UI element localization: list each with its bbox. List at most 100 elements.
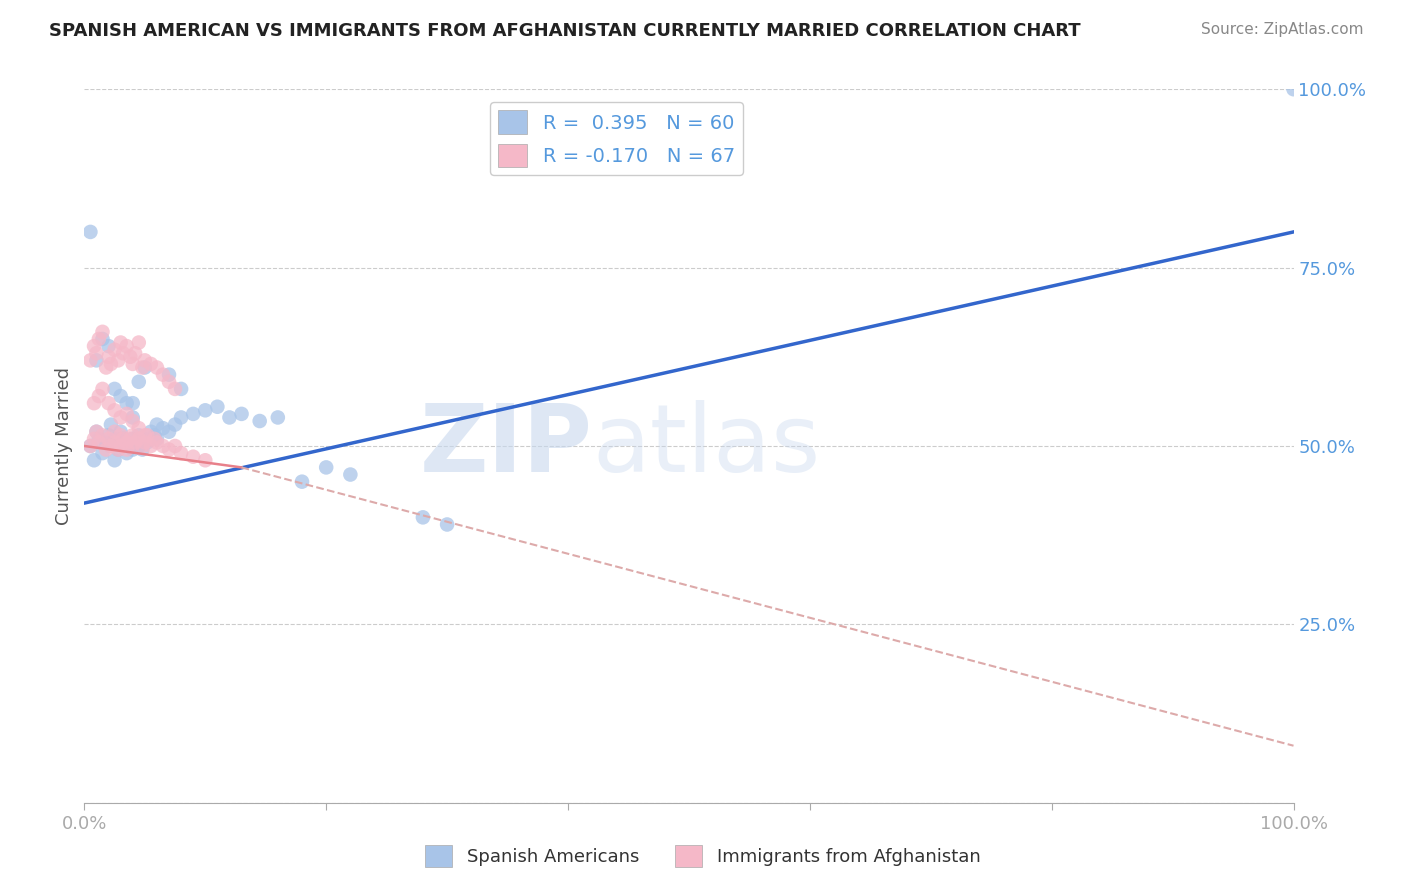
Point bbox=[91, 382, 114, 396]
Point bbox=[157, 368, 180, 382]
Point bbox=[112, 432, 135, 446]
Point bbox=[146, 360, 169, 375]
Point bbox=[136, 428, 159, 442]
Point bbox=[110, 335, 132, 350]
Point bbox=[339, 467, 361, 482]
Legend: R =  0.395   N = 60, R = -0.170   N = 67: R = 0.395 N = 60, R = -0.170 N = 67 bbox=[491, 103, 742, 175]
Point bbox=[139, 357, 162, 371]
Point bbox=[112, 432, 135, 446]
Point bbox=[115, 435, 138, 450]
Point bbox=[115, 435, 138, 450]
Point bbox=[315, 460, 337, 475]
Point bbox=[115, 407, 138, 421]
Point bbox=[121, 410, 143, 425]
Point bbox=[110, 410, 132, 425]
Point bbox=[94, 442, 117, 457]
Point bbox=[121, 357, 143, 371]
Point bbox=[94, 435, 117, 450]
Point bbox=[91, 332, 114, 346]
Point bbox=[104, 453, 127, 467]
Point bbox=[152, 368, 174, 382]
Point bbox=[165, 382, 187, 396]
Point bbox=[146, 432, 169, 446]
Point bbox=[87, 389, 110, 403]
Legend: Spanish Americans, Immigrants from Afghanistan: Spanish Americans, Immigrants from Afgha… bbox=[418, 838, 988, 874]
Point bbox=[134, 353, 156, 368]
Point bbox=[87, 332, 110, 346]
Point bbox=[112, 346, 135, 360]
Point bbox=[83, 396, 105, 410]
Point bbox=[1282, 82, 1305, 96]
Point bbox=[100, 357, 122, 371]
Point bbox=[115, 396, 138, 410]
Point bbox=[91, 428, 114, 442]
Point bbox=[79, 439, 101, 453]
Point bbox=[128, 421, 150, 435]
Point bbox=[143, 428, 166, 442]
Point bbox=[107, 353, 129, 368]
Point bbox=[249, 414, 271, 428]
Point bbox=[97, 350, 120, 364]
Point bbox=[83, 339, 105, 353]
Point bbox=[115, 446, 138, 460]
Point bbox=[207, 400, 229, 414]
Point bbox=[110, 425, 132, 439]
Point bbox=[139, 439, 162, 453]
Point bbox=[100, 439, 122, 453]
Point bbox=[139, 425, 162, 439]
Point bbox=[121, 428, 143, 442]
Point bbox=[83, 432, 105, 446]
Point bbox=[170, 410, 193, 425]
Point bbox=[128, 335, 150, 350]
Point bbox=[152, 421, 174, 435]
Point bbox=[134, 360, 156, 375]
Point bbox=[110, 428, 132, 442]
Point bbox=[104, 425, 127, 439]
Point bbox=[194, 453, 217, 467]
Point bbox=[143, 432, 166, 446]
Point bbox=[121, 396, 143, 410]
Point bbox=[91, 325, 114, 339]
Point bbox=[165, 417, 187, 432]
Point bbox=[157, 425, 180, 439]
Point bbox=[124, 435, 146, 450]
Point bbox=[194, 403, 217, 417]
Y-axis label: Currently Married: Currently Married bbox=[55, 367, 73, 525]
Point bbox=[97, 428, 120, 442]
Point bbox=[218, 410, 240, 425]
Point bbox=[128, 439, 150, 453]
Point bbox=[100, 417, 122, 432]
Point bbox=[134, 432, 156, 446]
Text: ZIP: ZIP bbox=[419, 400, 592, 492]
Point bbox=[412, 510, 434, 524]
Point bbox=[157, 375, 180, 389]
Point bbox=[104, 403, 127, 417]
Point bbox=[79, 353, 101, 368]
Point bbox=[104, 435, 127, 450]
Text: atlas: atlas bbox=[592, 400, 821, 492]
Point bbox=[79, 439, 101, 453]
Point bbox=[120, 350, 142, 364]
Point bbox=[120, 439, 142, 453]
Text: Source: ZipAtlas.com: Source: ZipAtlas.com bbox=[1201, 22, 1364, 37]
Point bbox=[131, 360, 153, 375]
Point bbox=[134, 435, 156, 450]
Point bbox=[134, 428, 156, 442]
Point bbox=[97, 396, 120, 410]
Point bbox=[86, 425, 108, 439]
Point bbox=[181, 450, 204, 464]
Point bbox=[86, 346, 108, 360]
Point bbox=[181, 407, 204, 421]
Point bbox=[86, 353, 108, 368]
Point bbox=[231, 407, 253, 421]
Point bbox=[124, 346, 146, 360]
Text: SPANISH AMERICAN VS IMMIGRANTS FROM AFGHANISTAN CURRENTLY MARRIED CORRELATION CH: SPANISH AMERICAN VS IMMIGRANTS FROM AFGH… bbox=[49, 22, 1081, 40]
Point bbox=[104, 382, 127, 396]
Point bbox=[165, 439, 187, 453]
Point bbox=[121, 439, 143, 453]
Point bbox=[124, 435, 146, 450]
Point bbox=[115, 442, 138, 457]
Point bbox=[107, 442, 129, 457]
Point bbox=[131, 439, 153, 453]
Point bbox=[97, 432, 120, 446]
